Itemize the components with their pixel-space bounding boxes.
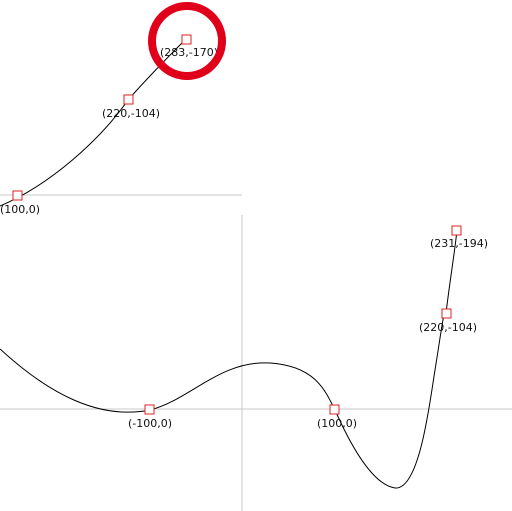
control-point-handle[interactable]: [451, 225, 462, 236]
control-point-handle[interactable]: [144, 404, 155, 415]
lower-curve: [0, 229, 458, 489]
control-point-handle[interactable]: [441, 308, 452, 319]
control-point-label: (100,0): [0, 203, 40, 216]
control-point-handle[interactable]: [12, 190, 23, 201]
lower-panel: (-100,0) (100,0) (220,-104) (231,-194): [0, 215, 512, 511]
control-point-label: (220,-104): [419, 321, 477, 334]
control-point-label: (-100,0): [128, 417, 172, 430]
control-point-label: (100,0): [317, 417, 357, 430]
highlight-ring: [148, 2, 226, 80]
control-point-label: (231,-194): [430, 237, 488, 250]
control-point-handle[interactable]: [181, 34, 192, 45]
control-point-handle[interactable]: [123, 94, 134, 105]
control-point-label: (220,-104): [102, 107, 160, 120]
upper-curve: [0, 38, 187, 207]
control-point-label: (283,-170): [160, 46, 218, 59]
upper-panel: (100,0) (220,-104) (283,-170): [0, 2, 242, 216]
control-point-handle[interactable]: [329, 404, 340, 415]
